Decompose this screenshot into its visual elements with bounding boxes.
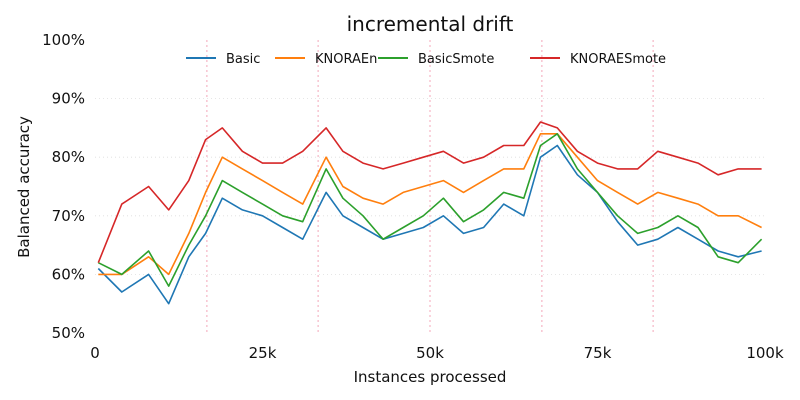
legend-label: Basic xyxy=(226,52,260,67)
x-tick-label: 0 xyxy=(90,344,100,362)
x-axis-ticks: 0 25k 50k 75k 100k xyxy=(90,344,784,362)
x-tick-label: 100k xyxy=(746,344,784,362)
y-axis-ticks: 50% 60% 70% 80% 90% 100% xyxy=(42,31,85,342)
y-tick-label: 90% xyxy=(52,90,85,108)
y-axis-label: Balanced accuracy xyxy=(15,116,33,258)
y-tick-label: 80% xyxy=(52,148,85,166)
legend-label: BasicSmote xyxy=(418,52,494,67)
y-tick-label: 70% xyxy=(52,207,85,225)
y-tick-label: 60% xyxy=(52,265,85,283)
series-line-basicsmote xyxy=(97,133,763,287)
legend: Basic KNORAEn BasicSmote KNORAESmote xyxy=(186,52,666,67)
x-tick-label: 75k xyxy=(584,344,612,362)
x-tick-label: 50k xyxy=(416,344,444,362)
series-line-knoraesmote xyxy=(97,121,762,263)
series-line-basic xyxy=(97,144,762,305)
y-tick-label: 100% xyxy=(42,31,85,49)
chart-title: incremental drift xyxy=(347,12,514,36)
x-tick-label: 25k xyxy=(249,344,277,362)
legend-label: KNORAEn xyxy=(315,52,377,67)
legend-label: KNORAESmote xyxy=(570,52,666,67)
series-lines xyxy=(97,121,763,305)
series-line-knoraen xyxy=(98,133,762,276)
y-tick-label: 50% xyxy=(52,324,85,342)
x-axis-label: Instances processed xyxy=(354,368,507,386)
